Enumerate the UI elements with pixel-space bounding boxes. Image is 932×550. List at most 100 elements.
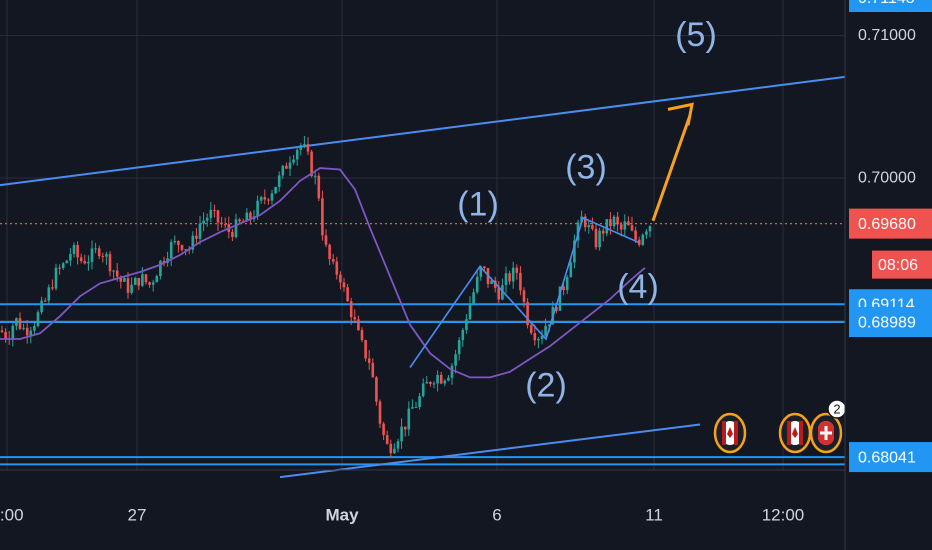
candle-body [537, 338, 540, 341]
candle-body [447, 377, 450, 381]
candle-body [479, 266, 483, 277]
candle-body [389, 443, 393, 454]
candle-body [648, 226, 652, 232]
candle-body [371, 362, 375, 378]
candle-body [33, 325, 36, 331]
candle-body [612, 216, 616, 227]
candle-body [454, 354, 457, 366]
candle-body [292, 159, 295, 163]
candle-body [123, 278, 126, 282]
candle-body [411, 407, 414, 409]
candle-body [587, 225, 591, 228]
candle-body [465, 319, 468, 330]
price-tick-label: 0.71000 [858, 27, 916, 44]
candle-body [18, 318, 22, 329]
candle-body [562, 286, 565, 291]
candle-body [29, 330, 33, 336]
countdown-tag-bg [872, 250, 932, 279]
candle-body [378, 401, 382, 424]
wave-label: (5) [675, 16, 717, 54]
candle-body [432, 383, 436, 385]
candle-body [195, 235, 198, 239]
candle-body [346, 287, 349, 302]
time-tick-label: 2:00 [0, 505, 24, 524]
candle-body [202, 220, 205, 224]
candle-body [526, 301, 529, 326]
candle-body [105, 254, 108, 257]
candle-body [133, 278, 137, 285]
candle-body [457, 340, 461, 355]
candle-body [223, 224, 227, 226]
candle-body [101, 256, 105, 258]
candle-body [497, 287, 501, 300]
candle-body [425, 382, 429, 384]
candle-body [382, 423, 385, 436]
candle-body [547, 324, 551, 326]
price-tag-top-bg [849, 0, 932, 12]
candle-body [324, 235, 328, 245]
event-count-badge[interactable] [827, 399, 847, 419]
candle-body [306, 144, 310, 152]
candle-body [54, 267, 58, 289]
candle-body [573, 240, 576, 263]
price-tag-last: 0.69680 [858, 216, 916, 233]
candle-body [97, 248, 101, 257]
candle-body [119, 276, 123, 282]
flag-band-left [722, 421, 726, 445]
candle-body [274, 186, 277, 194]
candle-body [591, 225, 594, 229]
candle-body [256, 200, 259, 217]
candle-body [213, 209, 216, 211]
candle-body [112, 270, 115, 272]
candle-body [601, 230, 605, 234]
candle-body [511, 267, 515, 282]
candle-body [108, 254, 112, 272]
countdown-tag: 08:06 [878, 257, 918, 274]
candle-body [83, 261, 87, 264]
candle-body [353, 317, 357, 320]
candle-body [349, 301, 353, 318]
projection-arrow-head [667, 102, 694, 126]
candle-body [245, 212, 249, 222]
candle-body [198, 223, 202, 239]
wave-label: (3) [565, 148, 607, 186]
candle-body [580, 216, 583, 223]
candle-body [141, 274, 144, 286]
candle-body [162, 260, 166, 263]
candle-body [555, 306, 558, 311]
event-count-label: 2 [833, 401, 840, 416]
candle-body [317, 175, 321, 199]
candle-body [418, 396, 421, 408]
price-tag-level: 0.68989 [858, 314, 916, 331]
maple-leaf-icon [792, 427, 798, 438]
candle-body [303, 144, 306, 146]
candle-body [421, 383, 425, 397]
candle-body [367, 358, 371, 363]
candle-body [177, 240, 180, 246]
candle-body [583, 216, 587, 228]
candle-body [159, 260, 162, 277]
candle-body [76, 244, 79, 258]
price-tag-top: 0.71148 [858, 0, 915, 7]
candle-body [220, 222, 223, 225]
candle-body [414, 407, 418, 409]
candle-body [627, 221, 630, 226]
candle-body [375, 377, 378, 402]
candle-body [501, 285, 504, 300]
price-tag-level: 0.68041 [858, 449, 916, 466]
candle-body [87, 261, 90, 264]
candle-body [94, 248, 97, 250]
wave-label: (2) [525, 366, 567, 404]
candle-body [540, 335, 544, 339]
candle-body [321, 198, 324, 236]
candle-body [47, 287, 51, 301]
candle-body [137, 278, 141, 286]
candle-body [619, 224, 623, 230]
candle-body [342, 282, 346, 288]
candle-body [569, 262, 573, 278]
trendline-upper-channel [0, 75, 846, 187]
candle-body [439, 374, 443, 384]
